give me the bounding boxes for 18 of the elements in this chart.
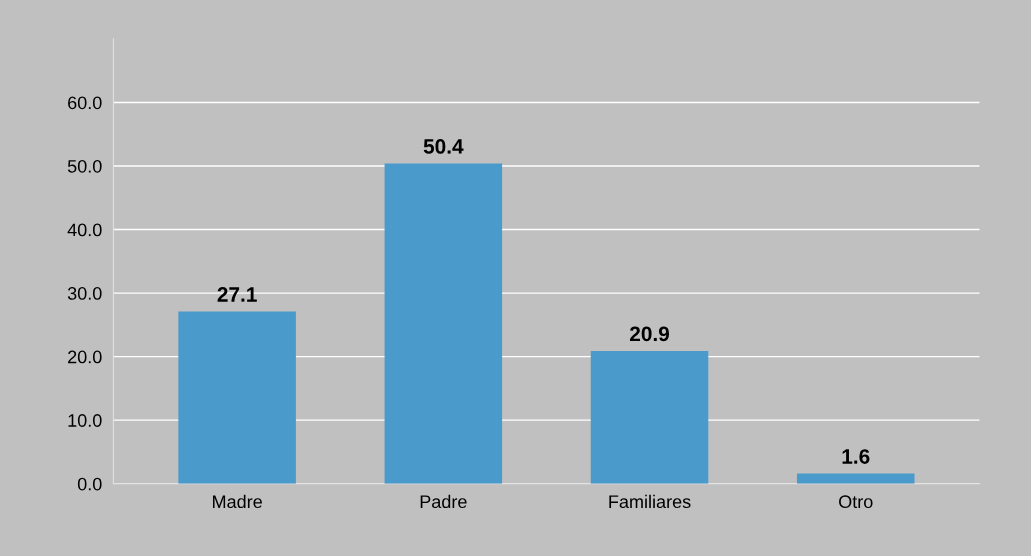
x-tick-label: Familiares — [609, 494, 691, 509]
y-tick-label: 60.0 — [68, 96, 102, 110]
x-tick-label: Madre — [213, 494, 262, 509]
data-label: 27.1 — [217, 287, 257, 302]
y-tick-label: 20.0 — [68, 350, 102, 364]
data-label: 1.6 — [842, 449, 870, 464]
x-tick-label: Padre — [420, 494, 467, 509]
data-label: 50.4 — [423, 139, 464, 154]
data-label: 20.9 — [629, 326, 670, 342]
bar — [178, 311, 296, 484]
bar — [590, 350, 709, 484]
y-tick-label: 0.0 — [77, 477, 102, 491]
x-tick-label: Otro — [839, 495, 873, 509]
y-tick-label: 50.0 — [67, 159, 102, 173]
bar — [384, 163, 503, 484]
y-tick-label: 40.0 — [67, 223, 102, 237]
y-tick-label: 10.0 — [68, 414, 102, 427]
y-tick-label: 30.0 — [67, 287, 102, 300]
